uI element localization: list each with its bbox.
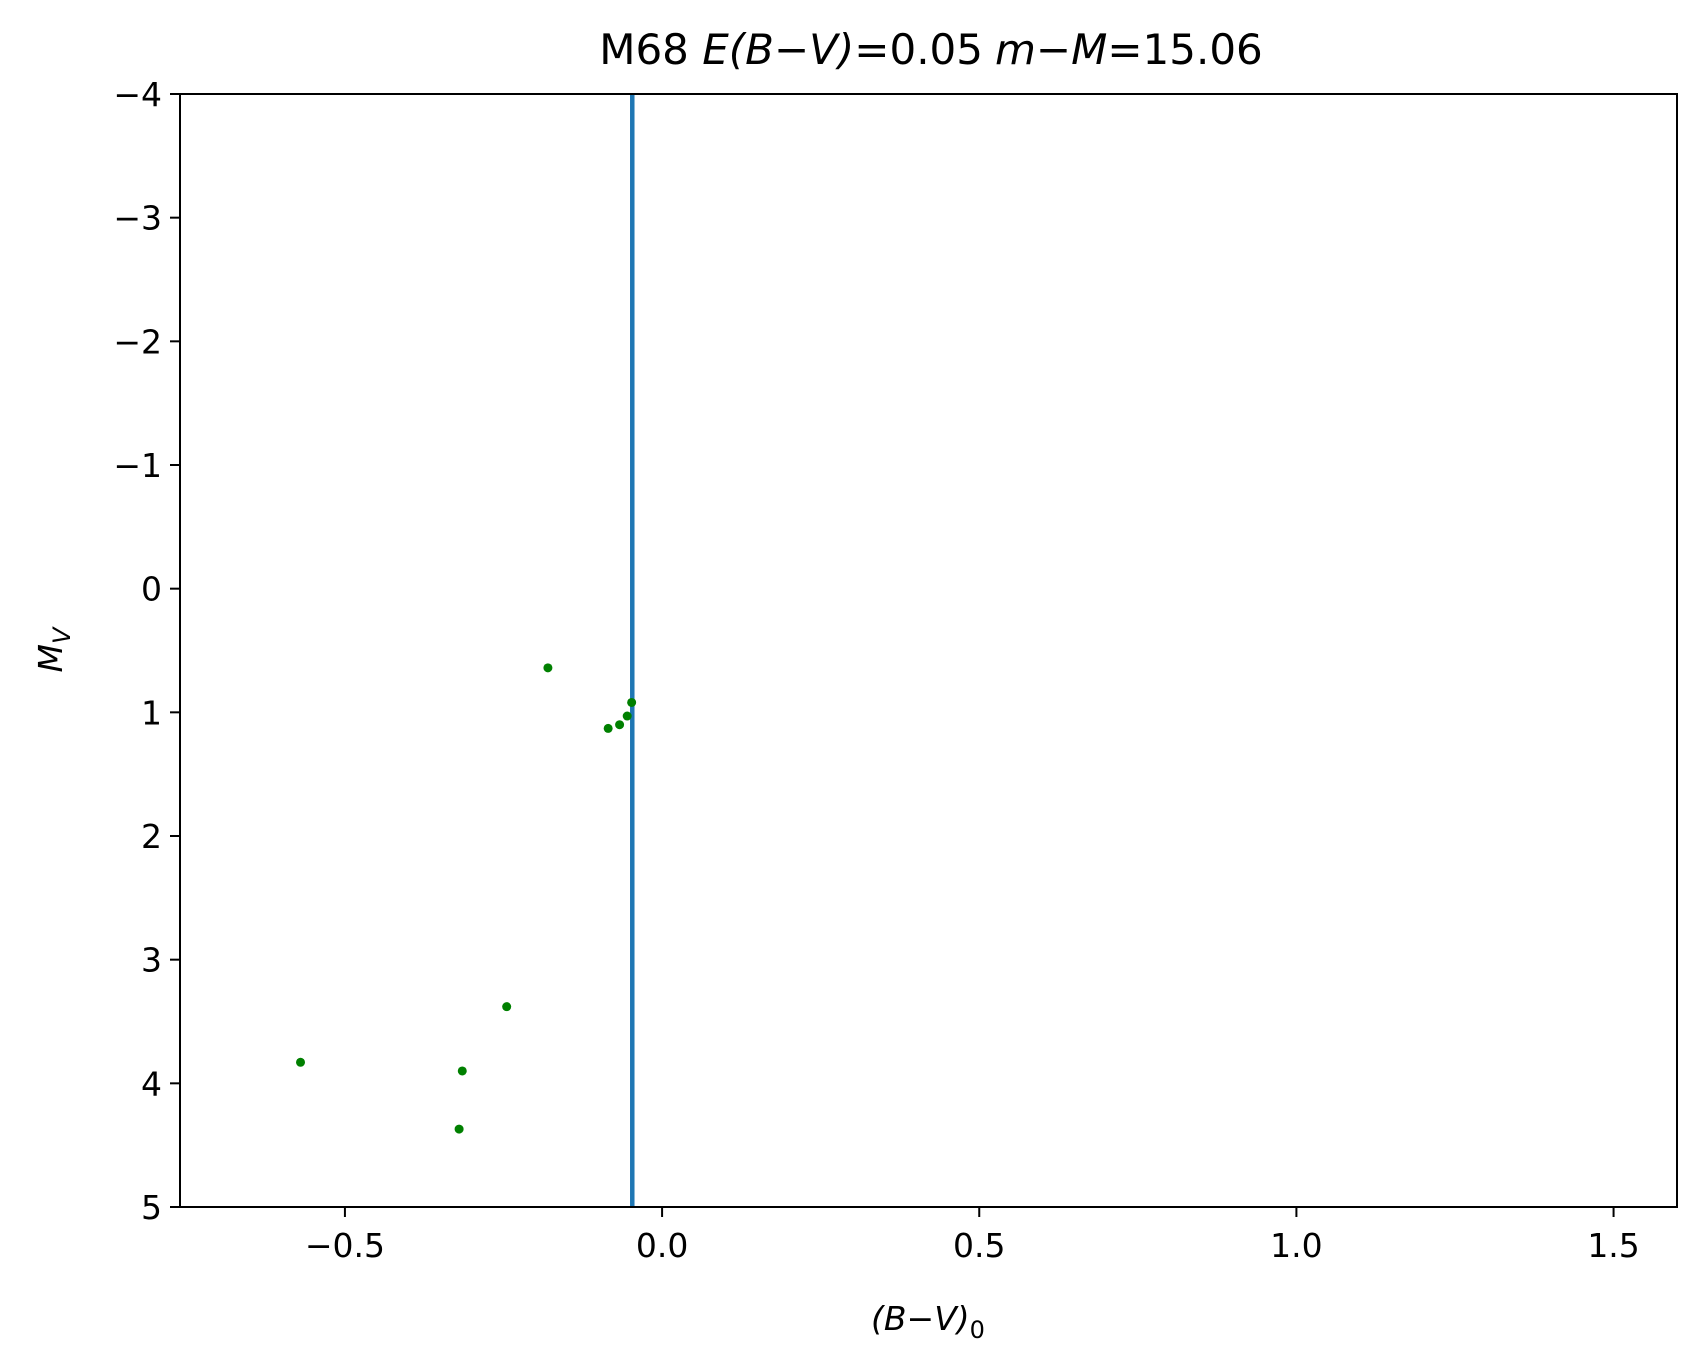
- title-prefix: M68: [599, 25, 702, 74]
- y-axis-label-main: M: [31, 644, 70, 672]
- y-tick-label: 0: [141, 570, 162, 609]
- data-point-5: [543, 663, 553, 673]
- x-axis: −0.5 0.0 0.5 1.0 1.5: [305, 1207, 1640, 1265]
- y-tick-label: 2: [141, 817, 162, 856]
- x-tick-label: 1.0: [1270, 1226, 1322, 1265]
- title-modulus-label: m−M: [995, 25, 1107, 74]
- data-point-4: [502, 1002, 512, 1012]
- x-tick-label: 0.5: [953, 1226, 1005, 1265]
- x-axis-label: (B−V)0: [871, 1299, 985, 1344]
- y-tick-label: −4: [113, 75, 162, 114]
- y-tick-label: −3: [113, 199, 162, 238]
- y-tick-label: 4: [141, 1064, 162, 1103]
- title-modulus-value: =15.06: [1107, 25, 1262, 74]
- y-tick-label: 5: [141, 1188, 162, 1227]
- chart-title: M68 E(B−V)=0.05 m−M=15.06: [599, 25, 1263, 74]
- data-point-8: [622, 711, 632, 721]
- data-point-7: [615, 720, 625, 730]
- x-axis-label-subscript: 0: [970, 1316, 985, 1344]
- y-tick-label: −2: [113, 322, 162, 361]
- axes-frame: [179, 93, 1678, 1208]
- x-tick-label: 1.5: [1587, 1226, 1639, 1265]
- data-point-6: [603, 723, 613, 733]
- title-reddening-value: =0.05: [854, 25, 983, 74]
- y-tick-label: 3: [141, 941, 162, 980]
- plot-area: [296, 94, 637, 1207]
- title-reddening-label: E(B−V): [702, 25, 854, 74]
- y-tick-label: 1: [141, 693, 162, 732]
- y-axis-label: MV: [31, 626, 76, 672]
- data-point-1: [296, 1057, 306, 1067]
- x-tick-label: 0.0: [636, 1226, 688, 1265]
- y-axis-label-subscript: V: [48, 626, 76, 644]
- x-tick-label: −0.5: [305, 1226, 385, 1265]
- data-point-3: [454, 1124, 464, 1134]
- y-tick-label: −1: [113, 446, 162, 485]
- x-axis-label-main: (B−V): [871, 1299, 970, 1338]
- data-point-9: [627, 697, 637, 707]
- data-point-2: [457, 1066, 467, 1076]
- y-axis: −4 −3 −2 −1 0 1 2 3 4 5: [113, 75, 180, 1227]
